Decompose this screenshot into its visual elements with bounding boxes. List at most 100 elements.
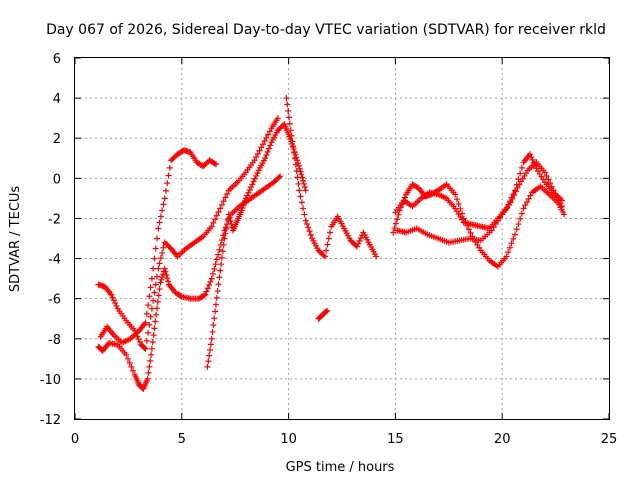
- data-point: [545, 176, 552, 183]
- data-point: [109, 294, 116, 301]
- x-tick-label: 10: [280, 432, 297, 447]
- data-point: [297, 193, 304, 200]
- data-point: [284, 101, 291, 108]
- data-point: [283, 95, 290, 102]
- data-point: [253, 172, 260, 179]
- data-point: [204, 363, 211, 370]
- data-point: [150, 332, 157, 339]
- data-point: [497, 214, 504, 221]
- data-point: [510, 235, 517, 242]
- data-point: [494, 217, 501, 224]
- data-point: [264, 148, 271, 155]
- x-tick-label: 15: [387, 432, 404, 447]
- data-point: [149, 338, 156, 345]
- data-point: [148, 275, 155, 282]
- data-point: [525, 195, 532, 202]
- data-point: [147, 357, 154, 364]
- data-point: [254, 170, 261, 177]
- data-point: [518, 164, 525, 171]
- data-point: [213, 294, 220, 301]
- data-point: [218, 261, 225, 268]
- data-point: [401, 194, 408, 201]
- plot-frame: [74, 57, 610, 420]
- data-point: [147, 284, 154, 291]
- data-point: [518, 210, 525, 217]
- data-point: [307, 231, 314, 238]
- data-point: [526, 151, 533, 158]
- data-point: [208, 275, 215, 282]
- data-point: [512, 231, 519, 238]
- data-point: [517, 215, 524, 222]
- data-point: [135, 336, 142, 343]
- data-point: [163, 272, 170, 279]
- data-point: [265, 145, 272, 152]
- data-point: [148, 305, 155, 312]
- data-point: [126, 359, 133, 366]
- data-point: [224, 190, 231, 197]
- data-point: [145, 302, 152, 309]
- data-point: [145, 329, 152, 336]
- data-point: [211, 160, 218, 167]
- data-point: [225, 211, 232, 218]
- data-point: [559, 203, 566, 210]
- x-axis-ticks: 0 5 10 15 20 25: [71, 58, 617, 447]
- data-point: [242, 195, 249, 202]
- data-point: [218, 201, 225, 208]
- x-tick-label: 20: [494, 432, 511, 447]
- data-point: [206, 282, 213, 289]
- data-point: [557, 200, 564, 207]
- data-point: [289, 138, 296, 145]
- data-point: [293, 168, 300, 175]
- data-point: [161, 195, 168, 202]
- data-point: [515, 221, 522, 228]
- data-point: [158, 276, 165, 283]
- data-point: [298, 199, 305, 206]
- x-tick-label: 0: [71, 432, 79, 447]
- data-point: [207, 341, 214, 348]
- data-point: [160, 201, 167, 208]
- data-point: [550, 187, 557, 194]
- data-point: [205, 358, 212, 365]
- data-point: [492, 221, 499, 228]
- data-point: [159, 249, 166, 256]
- data-point: [505, 249, 512, 256]
- data-point: [152, 318, 159, 325]
- data-point: [286, 120, 293, 127]
- series-track-f: [315, 307, 331, 322]
- data-point: [256, 147, 263, 154]
- data-point: [159, 207, 166, 214]
- data-point: [275, 174, 282, 181]
- data-point: [293, 154, 300, 161]
- data-point: [156, 260, 163, 267]
- y-tick-label: 6: [53, 52, 61, 67]
- data-point: [291, 149, 298, 156]
- data-point: [212, 308, 219, 315]
- data-point: [357, 235, 364, 242]
- data-point: [161, 265, 168, 272]
- data-point: [300, 205, 307, 212]
- data-point: [206, 347, 213, 354]
- data-point: [204, 285, 211, 292]
- data-point: [216, 246, 223, 253]
- data-point: [147, 313, 154, 320]
- data-point: [547, 180, 554, 187]
- data-point: [212, 161, 219, 168]
- data-point: [251, 175, 258, 182]
- data-point: [160, 244, 167, 251]
- data-point: [248, 184, 255, 191]
- data-point: [259, 141, 266, 148]
- data-point: [528, 154, 535, 161]
- series-track-i: [394, 159, 566, 246]
- data-point: [303, 221, 310, 228]
- data-point: [261, 138, 268, 145]
- data-point: [130, 367, 137, 374]
- data-point: [222, 194, 229, 201]
- data-point: [263, 152, 270, 159]
- data-point: [541, 169, 548, 176]
- data-point: [301, 211, 308, 218]
- data-point: [548, 183, 555, 190]
- data-point: [165, 172, 172, 179]
- data-point: [555, 196, 562, 203]
- data-point: [295, 180, 302, 187]
